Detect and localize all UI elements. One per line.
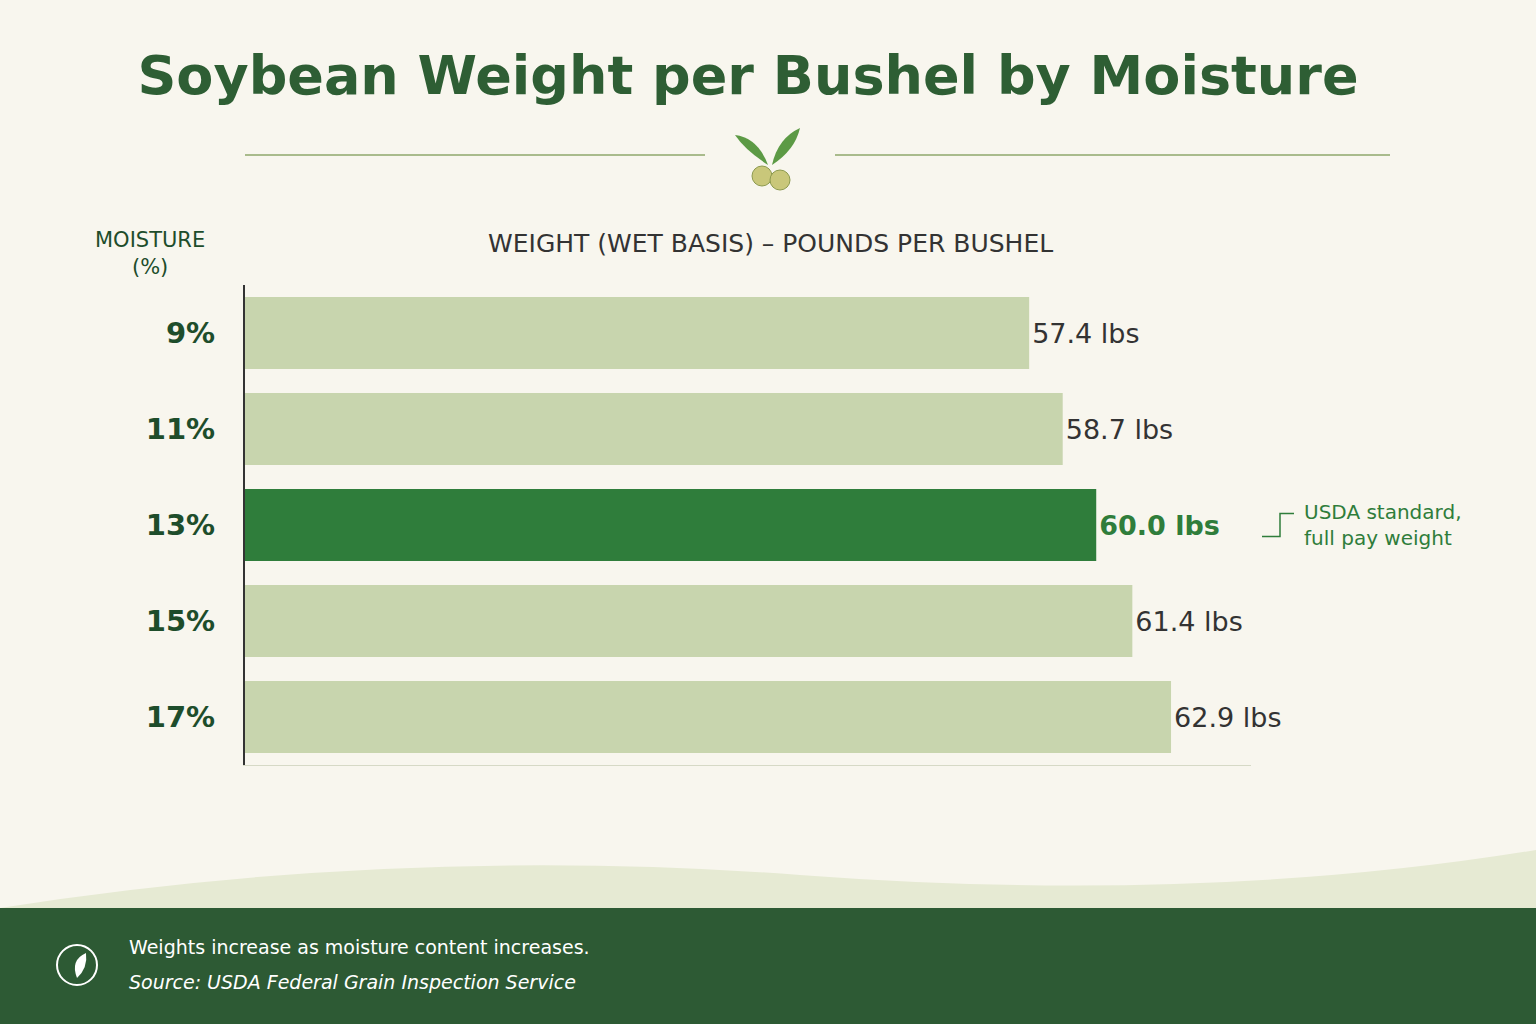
svg-text:58.7 lbs: 58.7 lbs	[1066, 414, 1173, 445]
svg-text:17%: 17%	[146, 700, 215, 734]
svg-text:15%: 15%	[146, 604, 215, 638]
svg-text:Weights increase as moisture c: Weights increase as moisture content inc…	[129, 936, 590, 958]
svg-text:Source: USDA Federal Grain Ins: Source: USDA Federal Grain Inspection Se…	[129, 971, 576, 993]
svg-text:57.4 lbs: 57.4 lbs	[1032, 318, 1139, 349]
svg-text:61.4 lbs: 61.4 lbs	[1135, 606, 1242, 637]
svg-text:60.0 lbs: 60.0 lbs	[1099, 510, 1220, 541]
svg-text:MOISTURE(%): MOISTURE(%)	[95, 228, 205, 279]
svg-text:9%: 9%	[166, 316, 215, 350]
svg-text:13%: 13%	[146, 508, 215, 542]
svg-text:62.9 lbs: 62.9 lbs	[1174, 702, 1281, 733]
svg-text:USDA standard,full pay weight: USDA standard,full pay weight	[1304, 500, 1462, 550]
svg-text:11%: 11%	[146, 412, 215, 446]
svg-text:WEIGHT (WET BASIS) – POUNDS PE: WEIGHT (WET BASIS) – POUNDS PER BUSHEL	[488, 229, 1053, 258]
svg-text:Soybean Weight per Bushel by M: Soybean Weight per Bushel by Moisture	[137, 44, 1358, 107]
